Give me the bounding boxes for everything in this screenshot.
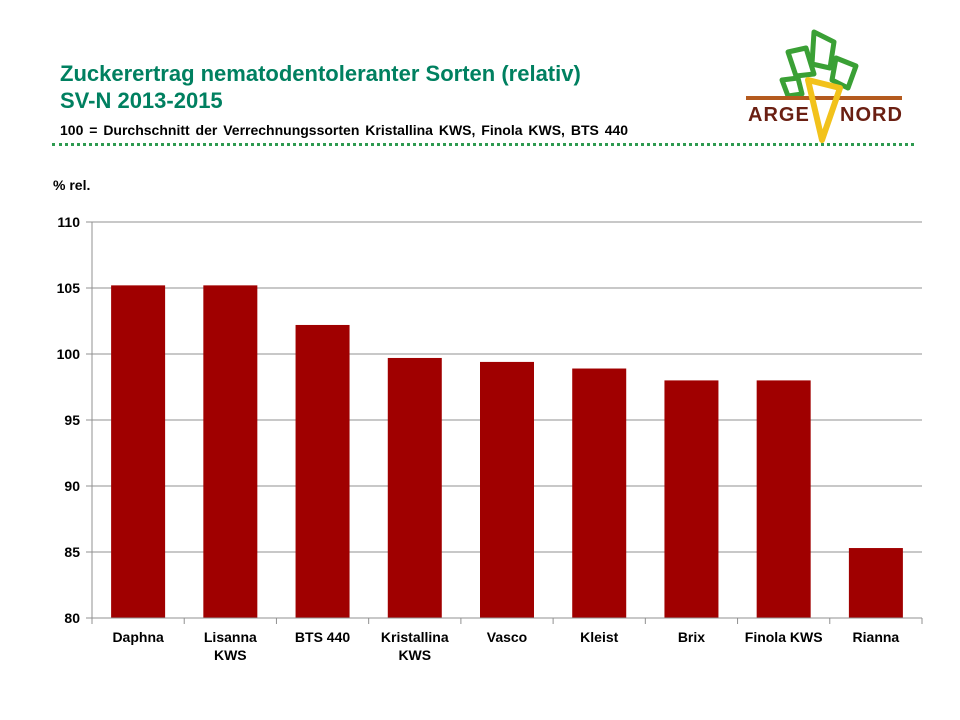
bar-chart: % rel. 80 85 90 95 100 105 110 Daphna Lisanna KW… [53,177,923,663]
arge-nord-logo: ARGE NORD [744,28,904,146]
x-tick-label-line: Kleist [580,629,618,645]
bar [572,368,627,618]
bar [480,361,534,618]
beet-root-icon [805,77,843,143]
logo-text-right: NORD [840,104,903,126]
logo-band [746,96,902,100]
y-tick-label: 100 [57,346,81,362]
y-tick-label: 110 [57,214,80,230]
bar [387,357,442,618]
x-tick-label-line: KWS [398,647,431,663]
bars [111,285,903,618]
x-tick-label-line: Rianna [853,629,900,645]
x-tick-label-line: KWS [214,647,247,663]
bar [203,285,258,618]
x-tick-label: Vasco [487,629,527,645]
y-tick-label: 95 [64,412,80,428]
x-tick-label: Finola KWS [745,629,823,645]
title-divider [52,143,914,146]
x-tick-label-line: Kristallina [381,629,449,645]
bar [295,324,350,618]
y-axis-label: % rel. [53,177,90,193]
x-tick-label: Rianna [853,629,900,645]
x-tick-label-line: Finola KWS [745,629,823,645]
bar [848,548,903,618]
leaf-icon [779,29,859,99]
x-tick-label-line: Vasco [487,629,527,645]
y-tick-label: 85 [64,544,80,560]
logo-graphic [746,29,902,143]
x-tick-label-line: BTS 440 [295,629,350,645]
x-tick-label-line: Brix [678,629,705,645]
x-tick-label: Brix [678,629,705,645]
y-tick-label: 105 [57,280,81,296]
chart-subtitle: 100 = Durchschnitt der Verrechnungssorte… [60,122,629,138]
x-tick-labels: Daphna Lisanna KWS BTS 440 Kristallina KWS Vas… [91,618,923,663]
title-line-1: Zuckerertrag nematodentoleranter Sorten … [60,61,581,86]
x-tick-label: Lisanna KWS [204,629,257,663]
bar [756,380,811,618]
logo-text-left: ARGE [748,104,810,126]
y-tick-label: 90 [64,478,80,494]
bar [664,380,719,618]
y-tick-labels: 80 85 90 95 100 105 110 [57,214,81,626]
x-tick-label: Kleist [580,629,618,645]
y-tick-label: 80 [64,610,80,626]
title-line-2: SV-N 2013-2015 [60,88,223,113]
x-tick-label: Kristallina KWS [381,629,449,663]
x-tick-label-line: Daphna [112,629,164,645]
chart-title: Zuckerertrag nematodentoleranter Sorten … [60,60,581,114]
x-tick-label-line: Lisanna [204,629,257,645]
bar [111,285,166,618]
x-tick-label: Daphna [112,629,164,645]
x-tick-label: BTS 440 [295,629,350,645]
